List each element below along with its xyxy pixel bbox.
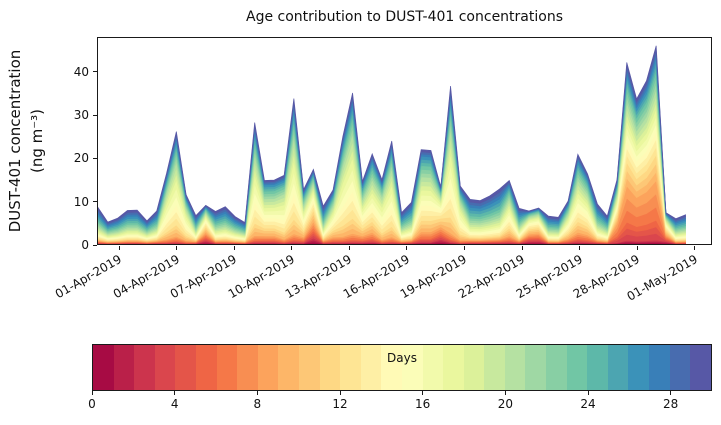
colorbar-cell-27 <box>649 345 670 390</box>
colorbar-tick-label: 24 <box>580 397 596 411</box>
colorbar-cell-13 <box>360 345 382 390</box>
colorbar-cell-3 <box>154 345 176 390</box>
colorbar-tick-mark <box>670 391 672 395</box>
x-tick-mark <box>579 246 581 250</box>
colorbar-cell-14 <box>381 345 402 390</box>
colorbar-cell-5 <box>195 345 217 390</box>
y-tick-mark <box>93 71 97 73</box>
colorbar-tick-label: 4 <box>170 397 179 411</box>
x-tick-mark <box>233 246 235 250</box>
x-tick-mark <box>463 246 465 250</box>
y-tick-label: 0 <box>81 238 89 252</box>
age-layer-29d <box>98 45 686 225</box>
colorbar-cell-22 <box>546 345 567 390</box>
colorbar-cell-7 <box>237 345 258 390</box>
y-tick-mark <box>93 201 97 203</box>
y-axis-label: DUST-401 concentration (ng m⁻³) <box>4 50 48 233</box>
colorbar-tick-label: 12 <box>332 397 348 411</box>
y-tick-mark <box>93 114 97 116</box>
colorbar-cell-4 <box>175 345 196 390</box>
colorbar-cell-9 <box>278 345 299 390</box>
colorbar-cell-20 <box>504 345 526 390</box>
colorbar-tick-label: 8 <box>253 397 262 411</box>
x-tick-mark <box>694 246 696 250</box>
colorbar-cell-0 <box>93 345 114 390</box>
colorbar-tick-mark <box>339 391 341 395</box>
colorbar-cell-17 <box>443 345 464 390</box>
x-tick-mark <box>118 246 120 250</box>
colorbar-cell-19 <box>484 345 505 390</box>
plot-area <box>97 37 712 245</box>
colorbar-cell-10 <box>298 345 320 390</box>
colorbar-tick-mark <box>587 391 589 395</box>
x-tick-mark <box>176 246 178 250</box>
y-tick-label: 20 <box>73 151 89 166</box>
colorbar-cell-15 <box>401 345 423 390</box>
colorbar-tick-mark <box>504 391 506 395</box>
stacked-area-svg <box>98 45 686 244</box>
colorbar-cell-18 <box>463 345 485 390</box>
colorbar-cell-12 <box>340 345 361 390</box>
x-tick-mark <box>348 246 350 250</box>
colorbar-cell-26 <box>628 345 650 390</box>
colorbar-cell-24 <box>587 345 608 390</box>
colorbar-cell-23 <box>566 345 588 390</box>
y-tick-label: 10 <box>73 194 89 209</box>
colorbar-tick-label: 0 <box>88 397 96 411</box>
colorbar <box>92 344 712 391</box>
colorbar-tick-mark <box>174 391 176 395</box>
y-tick-label: 30 <box>73 108 89 122</box>
y-axis-label-line1: DUST-401 concentration <box>6 49 24 233</box>
y-axis-label-line2: (ng m⁻³) <box>28 108 46 174</box>
x-tick-mark <box>406 246 408 250</box>
colorbar-tick-label: 20 <box>497 397 513 411</box>
colorbar-cell-11 <box>319 345 341 390</box>
colorbar-tick-mark <box>422 391 424 395</box>
colorbar-cell-28 <box>669 345 691 390</box>
colorbar-label: Days <box>387 351 417 365</box>
colorbar-cell-2 <box>134 345 155 390</box>
colorbar-tick-label: 16 <box>415 397 431 411</box>
y-tick-mark <box>93 157 97 159</box>
colorbar-cell-1 <box>113 345 135 390</box>
colorbar-cell-29 <box>690 345 711 390</box>
y-tick-mark <box>93 244 97 246</box>
colorbar-cell-21 <box>525 345 547 390</box>
colorbar-cell-6 <box>216 345 238 390</box>
colorbar-cell-16 <box>422 345 444 390</box>
colorbar-cell-8 <box>257 345 279 390</box>
colorbar-tick-mark <box>91 391 93 395</box>
x-tick-mark <box>521 246 523 250</box>
colorbar-tick-label: 28 <box>663 397 679 411</box>
chart-title: Age contribution to DUST-401 concentrati… <box>246 9 563 25</box>
y-tick-label: 40 <box>73 64 89 79</box>
x-tick-mark <box>291 246 293 250</box>
colorbar-cell-25 <box>607 345 629 390</box>
x-tick-mark <box>636 246 638 250</box>
colorbar-tick-mark <box>256 391 258 395</box>
